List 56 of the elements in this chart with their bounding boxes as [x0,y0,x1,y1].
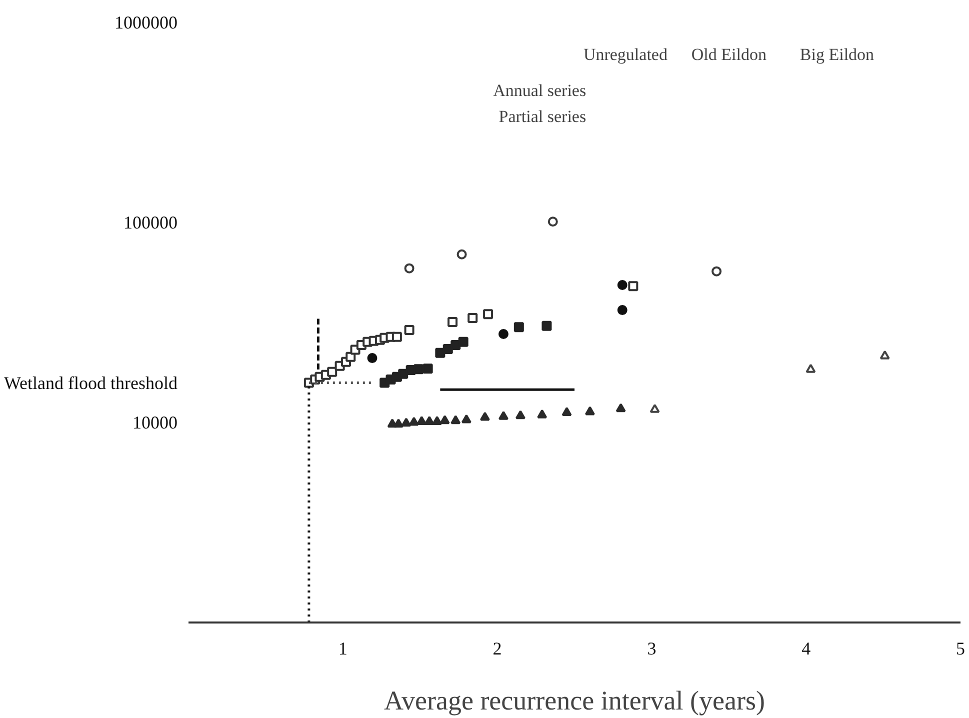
point [392,332,402,342]
point [480,412,490,421]
y-tick-label: 10000 [132,412,178,432]
point [461,414,472,424]
point [617,280,628,290]
point [414,364,424,374]
x-tick-label: 5 [956,638,965,658]
point [458,336,468,347]
point [650,404,660,413]
point [537,409,548,418]
point [450,415,461,424]
x-tick-label: 4 [802,638,811,658]
point [628,281,638,292]
point [468,313,478,324]
point [617,305,628,316]
point [327,366,338,377]
point [456,249,467,260]
point [548,216,558,227]
annotation: Old Eildon [691,44,767,64]
point [712,266,722,276]
point [562,407,572,416]
y-tick-label: 1000000 [114,12,178,32]
x-axis-title: Average recurrence interval (years) [384,686,766,716]
point [806,364,816,373]
point [498,329,508,339]
x-tick-label: 2 [492,638,502,658]
point [514,322,524,332]
point [401,418,412,427]
point [408,416,419,426]
x-tick-label: 1 [338,638,348,658]
point [880,350,890,360]
annotation: Big Eildon [800,44,875,64]
point [422,364,433,374]
point [435,348,446,358]
point [416,416,427,425]
point [584,406,595,416]
point [398,368,408,379]
point [404,325,414,336]
annotation: Annual series [493,80,586,100]
annotation: Unregulated [583,44,668,64]
point [616,403,626,412]
point [515,410,526,420]
point [542,320,552,331]
point [424,416,434,425]
point [483,309,494,320]
point [448,317,458,328]
text: Wetland flood threshold [4,372,178,393]
annotation: Partial series [498,107,586,126]
y-tick-label: 100000 [124,212,178,232]
point [367,353,378,364]
point [498,411,508,420]
point [404,263,414,274]
point [393,418,404,428]
point [432,416,442,425]
point [440,415,450,424]
x-tick-label: 3 [647,638,656,658]
